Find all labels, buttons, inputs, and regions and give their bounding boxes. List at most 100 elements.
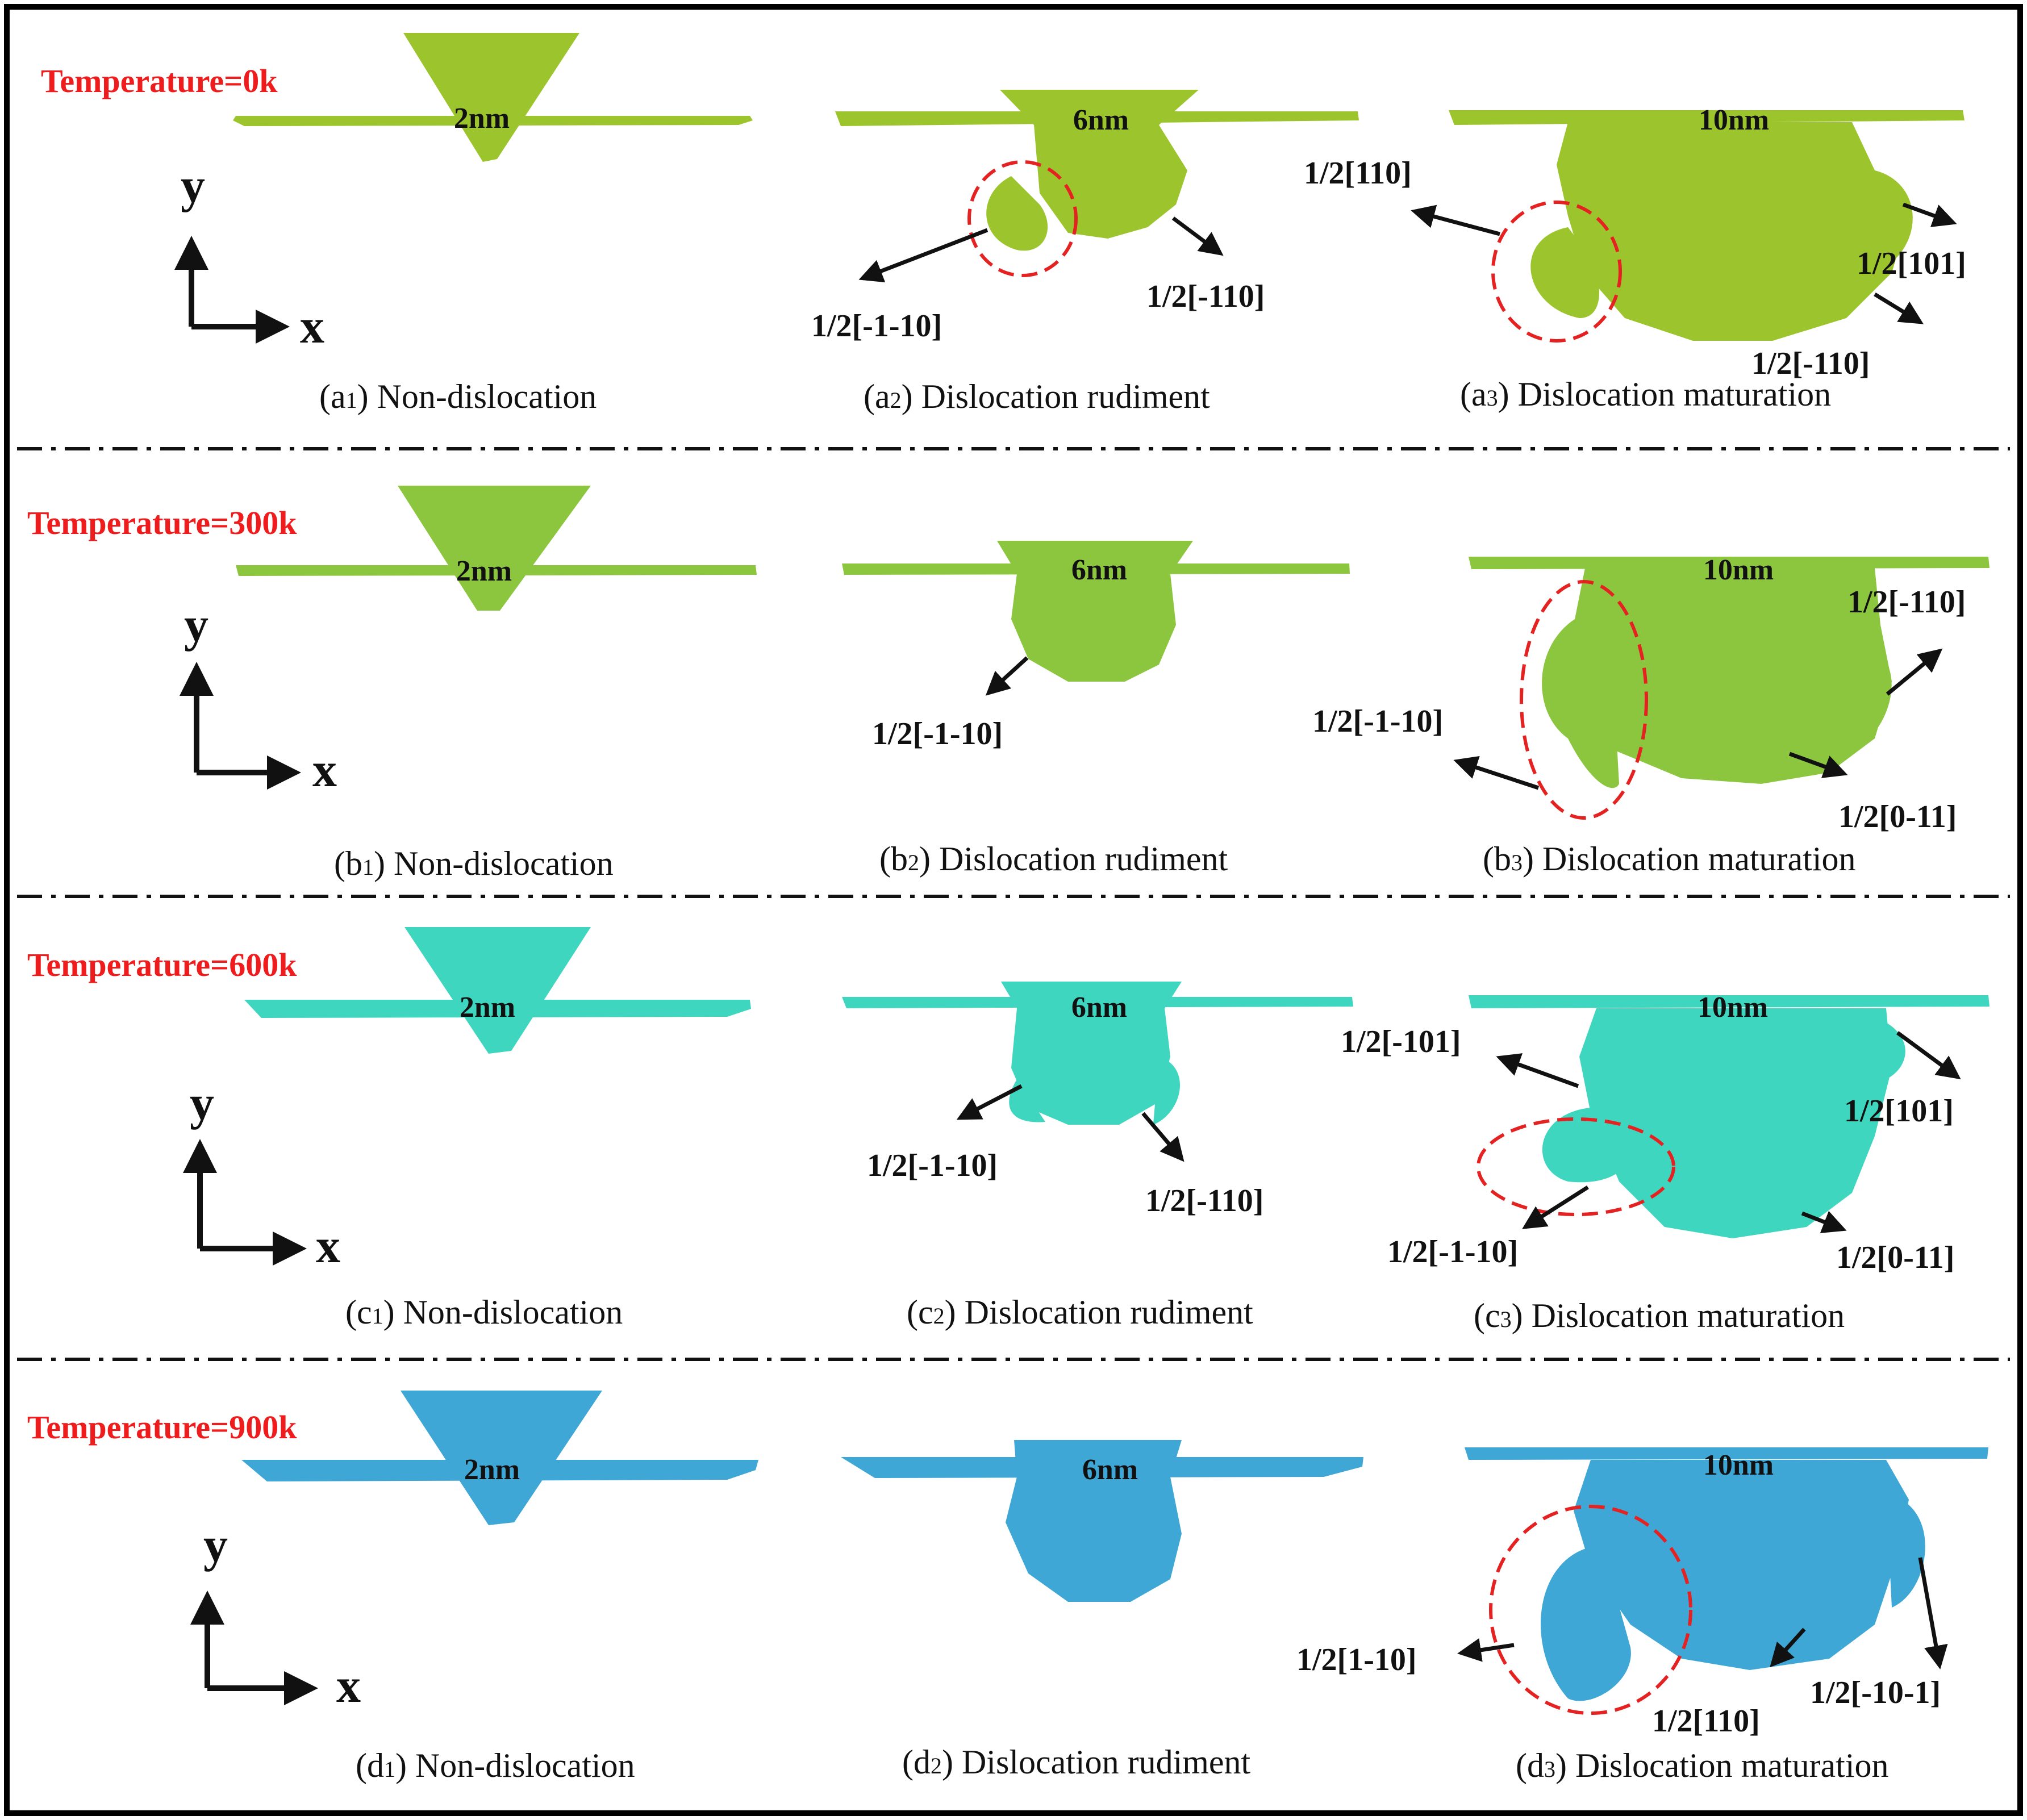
caption-text: ) Dislocation maturation (1498, 375, 1832, 413)
dislocation-body (1011, 574, 1176, 682)
indentation-depth: 6nm (1071, 554, 1127, 586)
indentation-depth: 6nm (1073, 104, 1129, 136)
burgers-arrow (1171, 216, 1224, 256)
caption-prefix: (d (356, 1747, 384, 1784)
indentation-depth: 10nm (1699, 104, 1769, 136)
indentation-depth: 6nm (1082, 1454, 1138, 1486)
burgers-arrow (1522, 1185, 1589, 1229)
temperature-label: Temperature=0k (41, 62, 278, 99)
caption-prefix: (a (864, 378, 890, 415)
substrate-slab (1469, 995, 1990, 1008)
indenter-cone (403, 33, 579, 162)
caption-subscript: 3 (1500, 1306, 1512, 1332)
caption-subscript: 1 (372, 1303, 383, 1329)
panel-caption: (a1) Non-dislocation (319, 378, 597, 415)
caption-text: ) Dislocation rudiment (945, 1293, 1254, 1331)
coordinate-axes (174, 236, 290, 344)
burgers-arrow (1453, 755, 1540, 790)
substrate-slab (1465, 1447, 1988, 1460)
dislocation-body (1006, 1477, 1182, 1602)
caption-prefix: (b (334, 845, 362, 882)
indenter-cone (1001, 982, 1182, 1008)
burgers-arrow (1411, 204, 1500, 236)
y-axis-label: y (181, 158, 205, 212)
panel-a2-nanoindent (835, 90, 1359, 251)
dislocation-loop (1542, 613, 1619, 788)
caption-prefix: (c (907, 1293, 933, 1331)
indentation-depth: 2nm (464, 1454, 520, 1486)
dislocation-body (1574, 568, 1892, 784)
dislocation-loop (1886, 1494, 1925, 1608)
coordinate-axes (183, 1139, 307, 1266)
y-axis-label: y (184, 597, 208, 652)
indentation-depth: 2nm (460, 991, 515, 1024)
panel-b1-nanoindent (236, 486, 757, 611)
panel-caption: (d3) Dislocation maturation (1516, 1747, 1889, 1784)
annotation-ellipse (1491, 201, 1622, 343)
panel-d2-nanoindent (841, 1440, 1363, 1602)
burgers-vector-label: 1/2[-101] (1341, 1024, 1461, 1059)
indentation-depth: 2nm (456, 555, 512, 587)
burgers-arrow (1788, 752, 1848, 778)
temperature-label: Temperature=900k (27, 1409, 297, 1446)
panel-caption: (c2) Dislocation rudiment (907, 1293, 1253, 1331)
burgers-vector-label: 1/2[110] (1652, 1704, 1760, 1739)
caption-text: ) Dislocation maturation (1555, 1747, 1889, 1784)
dislocation-body (1011, 1008, 1170, 1125)
burgers-vector-label: 1/2[-1-10] (872, 716, 1003, 752)
panel-caption: (a3) Dislocation maturation (1460, 375, 1831, 413)
burgers-arrow (1801, 1210, 1847, 1233)
row-c: Temperature=600k 2nm y x 6nm 1/2[-1-10] … (27, 927, 1990, 1334)
panel-caption: (b3) Dislocation maturation (1483, 840, 1856, 878)
burgers-vector-label: 1/2[-110] (1145, 1183, 1263, 1218)
burgers-arrow (1770, 1627, 1806, 1668)
row-a: Temperature=0k 2nm y x 6nm 1/2[-1-10] 1/… (41, 33, 1966, 415)
caption-prefix: (a (319, 378, 346, 415)
dislocation-loop (1153, 1057, 1181, 1125)
dislocation-body (1574, 1460, 1909, 1670)
panel-a1-nanoindent (233, 33, 753, 162)
caption-text: ) Dislocation rudiment (942, 1743, 1251, 1781)
row-b: Temperature=300k 2nm y x 6nm 1/2[-1-10] (27, 486, 1990, 882)
dislocation-loop (1541, 1545, 1631, 1701)
caption-subscript: 3 (1487, 385, 1498, 411)
caption-subscript: 1 (346, 387, 357, 413)
panel-c2-nanoindent (842, 982, 1353, 1125)
caption-subscript: 2 (908, 850, 919, 875)
burgers-vector-label: 1/2[-10-1] (1810, 1675, 1941, 1710)
row-separators (17, 447, 2010, 1361)
indentation-depth: 6nm (1071, 991, 1127, 1024)
row-d: Temperature=900k 2nm y x 6nm 10nm (27, 1391, 1988, 1784)
y-axis-label: y (203, 1517, 228, 1572)
dislocation-body (1579, 1008, 1892, 1238)
burgers-arrow (1902, 202, 1957, 227)
burgers-arrow (1496, 1053, 1579, 1088)
caption-subscript: 2 (890, 387, 902, 413)
coordinate-axes (190, 1591, 318, 1705)
burgers-arrow (1141, 1112, 1184, 1162)
caption-prefix: (b (879, 840, 908, 878)
dislocation-body (1557, 122, 1909, 341)
dislocation-loop (1863, 648, 1892, 738)
panel-caption: (c1) Non-dislocation (345, 1293, 623, 1331)
indenter-cone (401, 1391, 602, 1525)
burgers-vector-label: 1/2[101] (1844, 1093, 1954, 1129)
caption-text: ) Dislocation maturation (1512, 1297, 1845, 1334)
caption-text: ) Non-dislocation (383, 1293, 623, 1331)
indentation-depth: 10nm (1703, 554, 1774, 586)
indentation-depth: 2nm (454, 102, 510, 135)
panel-c1-nanoindent (244, 927, 751, 1054)
x-axis-label: x (336, 1658, 361, 1713)
panel-b2-nanoindent (842, 541, 1350, 682)
temperature-label: Temperature=600k (27, 946, 297, 983)
panel-b3-nanoindent (1469, 557, 1990, 788)
burgers-vector-label: 1/2[-110] (1847, 585, 1966, 620)
indenter-cone (404, 927, 591, 1054)
burgers-vector-label: 1/2[-1-10] (1387, 1234, 1518, 1270)
panel-d3-nanoindent (1465, 1447, 1988, 1701)
dislocation-loop (1886, 1022, 1905, 1079)
caption-prefix: (b (1483, 840, 1511, 878)
dislocation-body (1034, 125, 1187, 239)
annotation-ellipse (1477, 1117, 1675, 1216)
